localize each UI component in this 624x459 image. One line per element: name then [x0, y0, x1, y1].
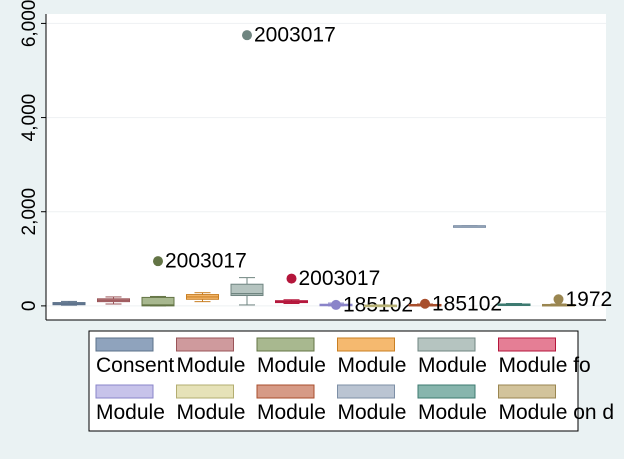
legend-label: Module [338, 354, 407, 377]
legend-swatch [95, 384, 154, 399]
legend-swatch [337, 337, 395, 352]
outlier-point [331, 299, 341, 310]
legend-swatch [256, 384, 315, 399]
legend-swatch [176, 384, 234, 399]
legend-label: Module [177, 354, 246, 377]
legend-swatch [498, 384, 556, 399]
box-series: 1972 [542, 288, 613, 311]
legend-swatch [417, 337, 476, 352]
legend-item: Module [176, 337, 246, 377]
box-series: 2003017 [230, 24, 336, 306]
outlier-point [286, 273, 297, 284]
box-series: 2003017 [141, 250, 247, 307]
legend-swatch [337, 384, 395, 399]
outlier-label: 185102 [432, 292, 502, 315]
box-series [97, 296, 130, 305]
legend-item: Module [337, 337, 407, 377]
box-iqr [230, 283, 264, 297]
legend-item: Module on d [498, 384, 615, 424]
outlier-point [420, 298, 430, 309]
box-series [186, 292, 219, 303]
outlier-point [153, 256, 163, 267]
y-tick-label: 2,000 [19, 188, 40, 236]
legend-label: Module [338, 401, 407, 424]
y-tick-label: 4,000 [19, 94, 40, 142]
box-iqr [141, 296, 175, 307]
legend-item: Module [417, 384, 487, 424]
outlier-label: 1972 [566, 288, 613, 311]
legend-label: Consent [96, 354, 174, 377]
legend-label: Module fo [499, 354, 591, 377]
legend-label: Module [96, 401, 165, 424]
legend-label: Module [418, 354, 487, 377]
legend-label: Module [418, 401, 487, 424]
legend-item: Module [95, 384, 165, 424]
legend-label: Module [177, 401, 246, 424]
box-series: 185102 [408, 292, 502, 315]
legend-item: Module [256, 337, 326, 377]
plot-area [46, 14, 606, 320]
legend-label: Module [257, 354, 326, 377]
legend-box [88, 330, 579, 432]
legend-item: Module [417, 337, 487, 377]
outlier-point [553, 294, 564, 305]
legend-swatch [95, 337, 154, 352]
outlier-label: 2003017 [254, 24, 336, 47]
legend-item: Module [337, 384, 407, 424]
outlier-label: 2003017 [299, 267, 381, 290]
legend-item: Module [256, 384, 326, 424]
outlier-label: 2003017 [165, 250, 247, 273]
legend-item: Module fo [498, 337, 591, 377]
legend-label: Module [257, 401, 326, 424]
box-series [497, 303, 531, 306]
legend-item: Module [176, 384, 246, 424]
legend-swatch [256, 337, 315, 352]
legend-swatch [498, 337, 556, 352]
legend: Consent Module Module Module Module Module fo… [88, 330, 615, 432]
box-series [364, 304, 397, 308]
legend-label: Module on d [499, 401, 615, 424]
y-tick-label: 6,000 [19, 0, 40, 47]
box-series [453, 225, 486, 228]
box-series: 2003017 [275, 267, 381, 305]
y-axis: 0 2,000 4,000 6,000 [19, 0, 606, 321]
legend-item: Consent [95, 337, 174, 377]
outlier-point [242, 30, 252, 41]
y-tick-label: 0 [19, 301, 40, 312]
box-series [52, 300, 86, 306]
legend-swatch [176, 337, 234, 352]
legend-swatch [417, 384, 476, 399]
